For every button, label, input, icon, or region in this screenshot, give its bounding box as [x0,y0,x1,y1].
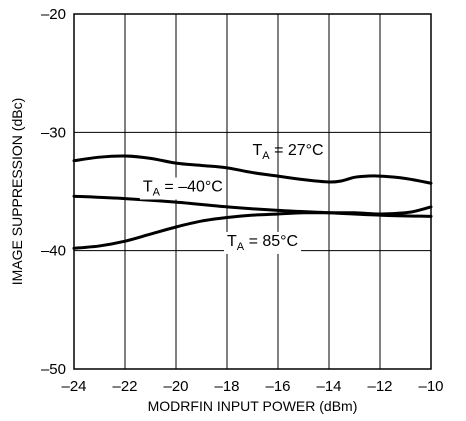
x-tick-labels: –24 –22 –20 –18 –16 –14 –12 –10 [61,378,443,395]
series-line-85c [72,205,433,250]
y-tick-label: –40 [41,243,66,260]
series-label-85c: TA = 85°C [224,231,302,254]
grid [73,13,432,370]
series-label-text: TA = 27°C [253,142,324,162]
x-tick-label: –20 [163,378,188,395]
series-label-background [139,177,226,200]
x-tick-label: –18 [214,378,239,395]
x-tick-label: –24 [61,378,86,395]
series-line-27c [72,154,433,185]
x-tick-label: –22 [112,378,137,395]
y-tick-labels: –50 –40 –30 –20 [41,6,66,378]
y-tick-label: –50 [41,361,66,378]
y-axis-title: IMAGE SUPPRESSION (dBc) [9,98,25,285]
series-labels: TA = 27°C TA = –40°C TA = 85°C [139,142,324,254]
series-label-text: TA = 85°C [227,233,298,253]
x-tick-label: –12 [367,378,392,395]
x-axis-title: MODRFIN INPUT POWER (dBm) [148,398,358,414]
x-tick-label: –10 [418,378,443,395]
series-label-text: TA = –40°C [143,179,223,199]
series-label-27c: TA = 27°C [253,142,324,162]
series-label-background [224,231,302,254]
series-label-minus40c: TA = –40°C [139,177,226,200]
y-tick-label: –30 [41,124,66,141]
x-tick-label: –16 [265,378,290,395]
plot-frame [73,13,432,370]
series-lines [72,154,433,250]
x-tick-label: –14 [316,378,341,395]
y-tick-label: –20 [41,6,66,23]
